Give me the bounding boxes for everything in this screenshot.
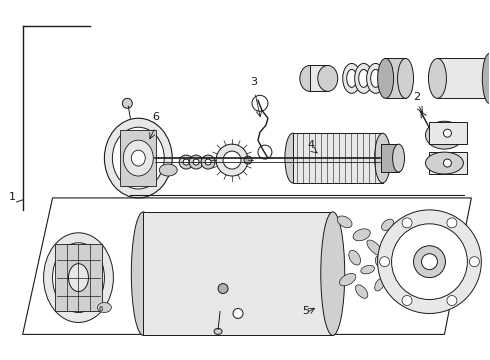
- Ellipse shape: [375, 278, 385, 291]
- Ellipse shape: [359, 69, 368, 87]
- Circle shape: [421, 254, 438, 270]
- Circle shape: [179, 155, 193, 169]
- Circle shape: [443, 159, 451, 167]
- Ellipse shape: [355, 63, 372, 93]
- Ellipse shape: [361, 265, 374, 274]
- Bar: [143, 212, 333, 336]
- Circle shape: [469, 257, 479, 267]
- Bar: [386, 58, 406, 98]
- Circle shape: [183, 159, 189, 165]
- Circle shape: [218, 284, 228, 293]
- Ellipse shape: [375, 133, 391, 183]
- Ellipse shape: [370, 69, 381, 87]
- Ellipse shape: [69, 264, 89, 292]
- Ellipse shape: [44, 233, 113, 323]
- Ellipse shape: [104, 118, 172, 198]
- Text: 2: 2: [414, 92, 420, 102]
- Ellipse shape: [388, 245, 402, 255]
- Circle shape: [252, 95, 268, 111]
- Ellipse shape: [340, 273, 356, 286]
- Ellipse shape: [52, 243, 104, 312]
- Ellipse shape: [367, 63, 385, 93]
- Ellipse shape: [392, 144, 405, 172]
- Ellipse shape: [300, 66, 320, 91]
- Text: 6: 6: [98, 306, 103, 312]
- Ellipse shape: [214, 328, 222, 334]
- Ellipse shape: [131, 212, 155, 336]
- Circle shape: [447, 218, 457, 228]
- Bar: [429, 152, 467, 174]
- Ellipse shape: [131, 150, 145, 166]
- Ellipse shape: [347, 69, 357, 87]
- Ellipse shape: [356, 285, 368, 298]
- Ellipse shape: [367, 240, 382, 256]
- Circle shape: [201, 155, 215, 169]
- Text: 3: 3: [250, 77, 257, 87]
- Text: 5: 5: [302, 306, 309, 316]
- Bar: [121, 130, 156, 186]
- Circle shape: [402, 296, 412, 306]
- Bar: [438, 58, 490, 98]
- Ellipse shape: [425, 121, 464, 149]
- Ellipse shape: [349, 250, 361, 265]
- Ellipse shape: [321, 212, 345, 336]
- Circle shape: [233, 309, 243, 319]
- Ellipse shape: [159, 164, 177, 176]
- Circle shape: [205, 159, 211, 165]
- Ellipse shape: [397, 58, 414, 98]
- Ellipse shape: [378, 58, 393, 98]
- Text: 1: 1: [9, 192, 16, 202]
- Bar: [54, 244, 102, 311]
- Ellipse shape: [482, 54, 490, 103]
- Circle shape: [223, 151, 241, 169]
- Ellipse shape: [285, 133, 301, 183]
- Text: 4: 4: [308, 140, 315, 150]
- Circle shape: [443, 129, 451, 137]
- Ellipse shape: [98, 302, 111, 312]
- Circle shape: [216, 144, 248, 176]
- Ellipse shape: [353, 229, 370, 241]
- Circle shape: [414, 246, 445, 278]
- Circle shape: [402, 218, 412, 228]
- Ellipse shape: [397, 254, 412, 265]
- Bar: [381, 144, 398, 172]
- Circle shape: [392, 224, 467, 300]
- Circle shape: [378, 210, 481, 314]
- Bar: [293, 133, 383, 183]
- Circle shape: [193, 159, 199, 165]
- Circle shape: [244, 156, 252, 164]
- Circle shape: [189, 155, 203, 169]
- Ellipse shape: [318, 66, 338, 91]
- Ellipse shape: [483, 58, 490, 98]
- Ellipse shape: [382, 219, 393, 230]
- Ellipse shape: [123, 140, 153, 176]
- Ellipse shape: [112, 127, 164, 189]
- Ellipse shape: [386, 267, 397, 277]
- Circle shape: [380, 257, 390, 267]
- Ellipse shape: [375, 256, 384, 267]
- Text: 6: 6: [152, 112, 159, 122]
- Circle shape: [447, 296, 457, 306]
- Ellipse shape: [425, 152, 464, 174]
- Bar: [310, 66, 328, 91]
- Circle shape: [122, 98, 132, 108]
- Ellipse shape: [338, 216, 352, 228]
- Circle shape: [258, 145, 272, 159]
- Ellipse shape: [428, 58, 446, 98]
- Bar: [429, 122, 467, 144]
- Ellipse shape: [343, 63, 361, 93]
